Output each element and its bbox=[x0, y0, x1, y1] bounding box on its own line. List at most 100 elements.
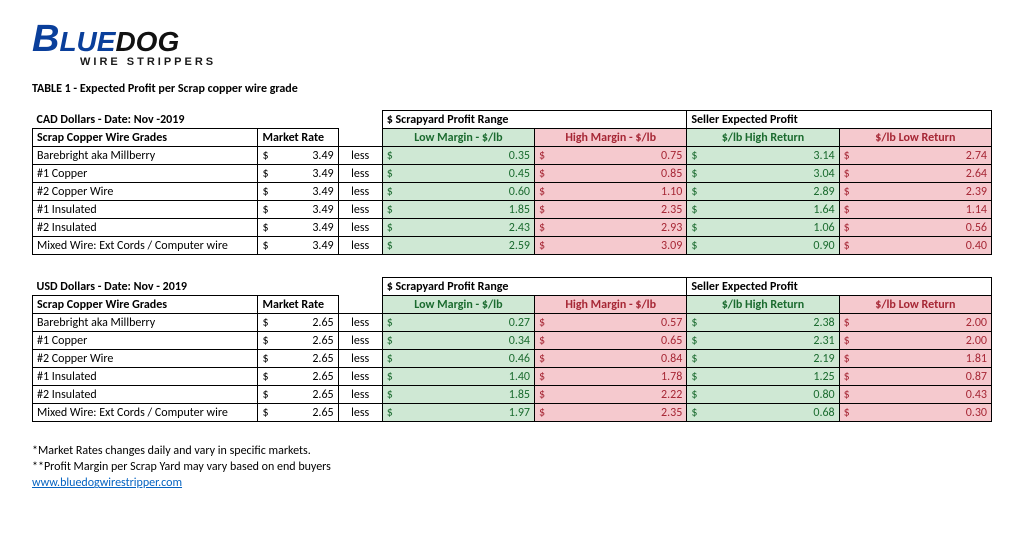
table-row: #1 Copper 3.49 less 0.45 0.85 3.04 2.64 bbox=[33, 165, 992, 183]
low-return-cell: 0.43 bbox=[839, 386, 991, 404]
market-rate-cell: 3.49 bbox=[258, 201, 338, 219]
table-title: TABLE 1 - Expected Profit per Scrap copp… bbox=[32, 82, 992, 96]
grade-cell: #1 Copper bbox=[33, 332, 258, 350]
less-cell: less bbox=[338, 201, 382, 219]
high-margin-cell: 1.78 bbox=[535, 368, 687, 386]
logo-lue: LUE bbox=[59, 26, 115, 57]
logo-b: B bbox=[32, 18, 59, 60]
market-rate-cell: 3.49 bbox=[258, 165, 338, 183]
low-return-header: $/lb Low Return bbox=[839, 129, 991, 147]
low-margin-cell: 1.85 bbox=[382, 201, 534, 219]
less-cell: less bbox=[338, 314, 382, 332]
table-row: #2 Insulated 3.49 less 2.43 2.93 1.06 0.… bbox=[33, 219, 992, 237]
high-margin-cell: 2.35 bbox=[535, 201, 687, 219]
low-margin-cell: 0.46 bbox=[382, 350, 534, 368]
high-return-cell: 3.04 bbox=[687, 165, 839, 183]
high-return-cell: 2.19 bbox=[687, 350, 839, 368]
grade-cell: #2 Copper Wire bbox=[33, 183, 258, 201]
less-cell: less bbox=[338, 147, 382, 165]
footnote-2: **Profit Margin per Scrap Yard may vary … bbox=[32, 460, 992, 474]
low-margin-cell: 1.97 bbox=[382, 404, 534, 422]
less-cell: less bbox=[338, 404, 382, 422]
market-header: Market Rate bbox=[258, 129, 338, 147]
less-cell: less bbox=[338, 332, 382, 350]
less-cell: less bbox=[338, 165, 382, 183]
grade-cell: #2 Insulated bbox=[33, 219, 258, 237]
table-row: #2 Copper Wire 3.49 less 0.60 1.10 2.89 … bbox=[33, 183, 992, 201]
currency-date: USD Dollars - Date: Nov - 2019 bbox=[33, 278, 339, 296]
high-return-cell: 0.68 bbox=[687, 404, 839, 422]
low-return-header: $/lb Low Return bbox=[839, 296, 991, 314]
high-margin-cell: 2.93 bbox=[535, 219, 687, 237]
less-cell: less bbox=[338, 386, 382, 404]
low-return-cell: 0.56 bbox=[839, 219, 991, 237]
low-margin-cell: 2.43 bbox=[382, 219, 534, 237]
table-row: #1 Insulated 2.65 less 1.40 1.78 1.25 0.… bbox=[33, 368, 992, 386]
table-row: Barebright aka Millberry 2.65 less 0.27 … bbox=[33, 314, 992, 332]
market-rate-cell: 3.49 bbox=[258, 237, 338, 255]
grade-cell: #1 Insulated bbox=[33, 368, 258, 386]
high-margin-cell: 3.09 bbox=[535, 237, 687, 255]
low-return-cell: 0.87 bbox=[839, 368, 991, 386]
footnote-1: *Market Rates changes daily and vary in … bbox=[32, 444, 992, 458]
market-header: Market Rate bbox=[258, 296, 338, 314]
high-margin-cell: 0.84 bbox=[535, 350, 687, 368]
grade-cell: Mixed Wire: Ext Cords / Computer wire bbox=[33, 237, 258, 255]
high-return-cell: 0.90 bbox=[687, 237, 839, 255]
scrapyard-header: $ Scrapyard Profit Range bbox=[382, 111, 687, 129]
table-row: #1 Copper 2.65 less 0.34 0.65 2.31 2.00 bbox=[33, 332, 992, 350]
low-margin-cell: 1.40 bbox=[382, 368, 534, 386]
low-margin-header: Low Margin - $/lb bbox=[382, 296, 534, 314]
high-margin-cell: 0.65 bbox=[535, 332, 687, 350]
high-margin-cell: 0.75 bbox=[535, 147, 687, 165]
market-rate-cell: 3.49 bbox=[258, 147, 338, 165]
less-cell: less bbox=[338, 237, 382, 255]
currency-date: CAD Dollars - Date: Nov -2019 bbox=[33, 111, 339, 129]
low-return-cell: 0.40 bbox=[839, 237, 991, 255]
market-rate-cell: 2.65 bbox=[258, 368, 338, 386]
table-row: Mixed Wire: Ext Cords / Computer wire 3.… bbox=[33, 237, 992, 255]
logo-subtitle: WIRE STRIPPERS bbox=[80, 56, 992, 68]
grade-header: Scrap Copper Wire Grades bbox=[33, 296, 258, 314]
less-cell: less bbox=[338, 183, 382, 201]
high-margin-cell: 2.22 bbox=[535, 386, 687, 404]
logo-dog: DOG bbox=[115, 26, 179, 57]
high-return-header: $/lb High Return bbox=[687, 296, 839, 314]
market-rate-cell: 2.65 bbox=[258, 350, 338, 368]
less-cell: less bbox=[338, 368, 382, 386]
low-return-cell: 1.14 bbox=[839, 201, 991, 219]
grade-cell: Barebright aka Millberry bbox=[33, 314, 258, 332]
low-margin-cell: 0.35 bbox=[382, 147, 534, 165]
less-cell: less bbox=[338, 219, 382, 237]
market-rate-cell: 2.65 bbox=[258, 332, 338, 350]
grade-cell: Barebright aka Millberry bbox=[33, 147, 258, 165]
low-return-cell: 0.30 bbox=[839, 404, 991, 422]
logo: BLUEDOG bbox=[32, 24, 992, 54]
high-return-cell: 1.25 bbox=[687, 368, 839, 386]
profit-table: USD Dollars - Date: Nov - 2019 $ Scrapya… bbox=[32, 277, 992, 422]
grade-cell: Mixed Wire: Ext Cords / Computer wire bbox=[33, 404, 258, 422]
high-return-header: $/lb High Return bbox=[687, 129, 839, 147]
low-return-cell: 2.64 bbox=[839, 165, 991, 183]
seller-header: Seller Expected Profit bbox=[687, 278, 992, 296]
table-row: Mixed Wire: Ext Cords / Computer wire 2.… bbox=[33, 404, 992, 422]
high-return-cell: 1.06 bbox=[687, 219, 839, 237]
seller-header: Seller Expected Profit bbox=[687, 111, 992, 129]
high-return-cell: 2.31 bbox=[687, 332, 839, 350]
grade-cell: #2 Insulated bbox=[33, 386, 258, 404]
scrapyard-header: $ Scrapyard Profit Range bbox=[382, 278, 687, 296]
low-return-cell: 1.81 bbox=[839, 350, 991, 368]
high-margin-header: High Margin - $/lb bbox=[535, 129, 687, 147]
high-return-cell: 3.14 bbox=[687, 147, 839, 165]
low-margin-cell: 2.59 bbox=[382, 237, 534, 255]
high-margin-header: High Margin - $/lb bbox=[535, 296, 687, 314]
market-rate-cell: 2.65 bbox=[258, 404, 338, 422]
low-margin-cell: 0.34 bbox=[382, 332, 534, 350]
high-return-cell: 2.38 bbox=[687, 314, 839, 332]
low-margin-cell: 0.27 bbox=[382, 314, 534, 332]
high-margin-cell: 0.85 bbox=[535, 165, 687, 183]
website-link[interactable]: www.bluedogwirestripper.com bbox=[32, 476, 182, 490]
table-row: Barebright aka Millberry 3.49 less 0.35 … bbox=[33, 147, 992, 165]
market-rate-cell: 3.49 bbox=[258, 183, 338, 201]
low-return-cell: 2.00 bbox=[839, 332, 991, 350]
